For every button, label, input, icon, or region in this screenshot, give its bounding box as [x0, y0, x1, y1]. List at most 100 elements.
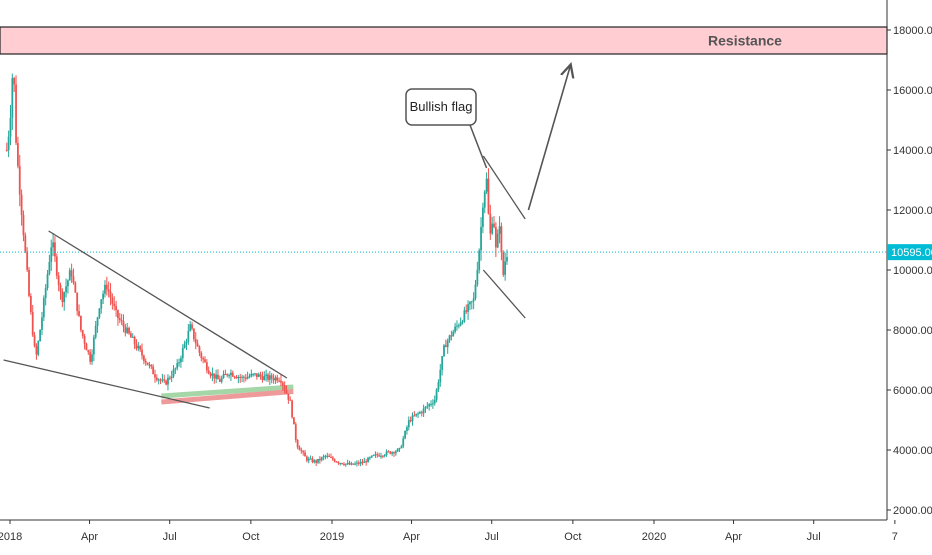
price-tick-label: 18000.00	[893, 25, 932, 37]
bullish-flag-callout[interactable]: Bullish flag	[405, 88, 488, 169]
time-axis[interactable]: 2018 Apr Jul Oct 2019 Apr Jul Oct 2020 Apr Jul 7	[0, 520, 898, 543]
candle-body	[226, 374, 229, 376]
candle-body	[306, 456, 308, 461]
candle-body	[267, 374, 269, 380]
trendlines[interactable]	[3, 66, 571, 409]
candle-body	[257, 374, 260, 377]
candle-body	[18, 166, 21, 195]
candle-body	[218, 379, 221, 382]
price-tick-label: 8000.00	[893, 325, 932, 337]
candle-body	[63, 292, 66, 303]
candle-body	[378, 455, 381, 457]
candle-body	[263, 375, 266, 381]
candle-body	[261, 376, 264, 381]
candle-body	[120, 319, 123, 322]
candle-body	[196, 343, 199, 347]
trendline[interactable]	[48, 230, 288, 379]
candle-body	[142, 355, 145, 361]
candle-body	[57, 275, 60, 286]
candle-body	[13, 77, 16, 85]
candle-body	[393, 452, 395, 454]
candle-body	[272, 378, 275, 381]
candle-body	[187, 330, 190, 342]
candle-body	[389, 451, 392, 454]
candle-body	[469, 301, 471, 305]
candle-body	[50, 247, 53, 263]
candle-body	[344, 463, 347, 465]
candle-body	[198, 346, 201, 353]
candle-body	[178, 362, 180, 364]
trendline[interactable]	[482, 269, 526, 319]
candle-body	[31, 311, 34, 336]
candle-body	[165, 380, 168, 385]
price-tick-label: 2000.00	[893, 505, 932, 517]
price-tick-label: 12000.00	[893, 205, 932, 217]
candle-body	[167, 377, 169, 385]
candle-body	[250, 373, 253, 377]
last-price-tag-text: 10595.00	[891, 247, 932, 259]
candle-body	[159, 379, 162, 381]
candle-body	[372, 454, 375, 456]
candle-body	[87, 350, 90, 353]
candle-body	[118, 318, 121, 320]
candle-body	[133, 336, 136, 345]
candle-body	[98, 308, 101, 318]
candle-body	[29, 295, 32, 312]
candle-body	[252, 373, 255, 375]
candle-body	[163, 379, 166, 381]
candle-body	[504, 261, 507, 275]
candle-body	[185, 341, 188, 344]
candle-body	[46, 274, 49, 288]
candle-body	[61, 291, 64, 303]
candle-body	[483, 191, 486, 208]
candle-body	[217, 374, 219, 380]
candle-body	[419, 412, 421, 414]
candle-body	[244, 377, 247, 379]
candle-body	[493, 223, 495, 228]
candle-body	[189, 324, 192, 331]
candle-body	[431, 403, 434, 405]
candle-body	[363, 461, 366, 463]
candle-body	[115, 306, 117, 311]
price-axis[interactable]: 2000.00 4000.00 6000.00 8000.00 10000.00 1200…	[887, 25, 932, 517]
candle-body	[317, 458, 319, 463]
candle-body	[113, 303, 116, 307]
trendline[interactable]	[3, 359, 210, 409]
candle-body	[328, 455, 331, 457]
time-tick-label: Apr	[403, 531, 420, 543]
support-band	[161, 384, 294, 399]
candle-body	[124, 326, 127, 333]
candle-body	[35, 345, 38, 355]
candle-body	[454, 326, 457, 332]
time-tick-label: Apr	[725, 531, 742, 543]
candle-body	[415, 413, 418, 416]
support-band	[161, 389, 294, 405]
candle-body	[59, 285, 62, 292]
candle-body	[450, 335, 453, 337]
candle-body	[67, 280, 69, 287]
candle-body	[443, 345, 445, 357]
candle-body	[28, 269, 30, 296]
candle-body	[79, 315, 82, 331]
candle-body	[444, 345, 447, 348]
candle-body	[283, 385, 286, 391]
time-tick-label: 2018	[0, 531, 22, 543]
candle-body	[480, 226, 482, 251]
candle-body	[330, 456, 332, 458]
candle-body	[472, 298, 475, 302]
trendline[interactable]	[482, 155, 526, 220]
candle-body	[205, 362, 208, 371]
candle-body	[172, 369, 175, 377]
candle-body	[259, 374, 262, 377]
candle-body	[174, 368, 177, 370]
projection-arrow[interactable]	[527, 66, 570, 211]
time-tick-label: 2019	[320, 531, 344, 543]
price-tick-label: 10000.00	[893, 265, 932, 277]
callout-box	[405, 88, 477, 126]
candle-body	[211, 373, 214, 376]
candle-body	[54, 242, 56, 257]
candle-body	[148, 364, 151, 366]
price-tick-label: 4000.00	[893, 445, 932, 457]
candle-body	[76, 292, 79, 312]
